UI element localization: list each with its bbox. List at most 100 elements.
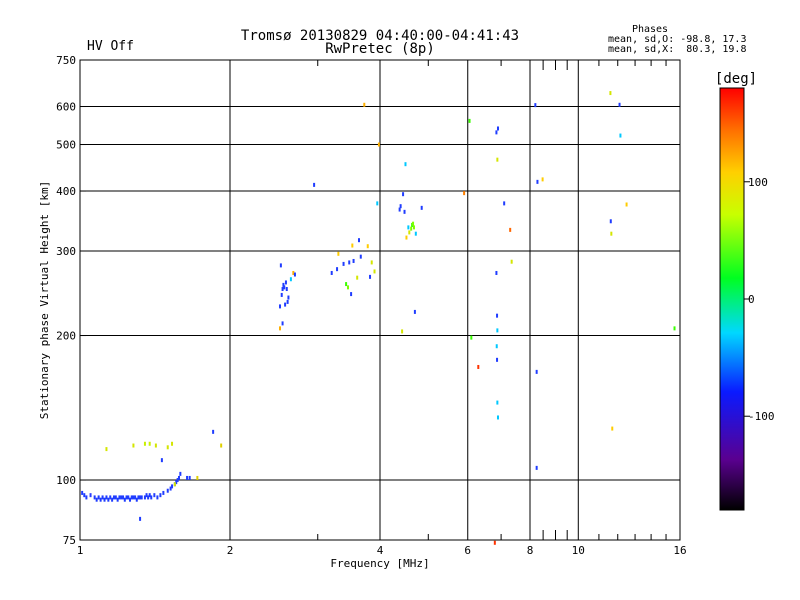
- data-point: [101, 495, 104, 500]
- data-point: [373, 269, 376, 274]
- data-point: [673, 326, 676, 331]
- data-point: [359, 254, 362, 259]
- data-point: [610, 231, 613, 236]
- data-point: [541, 177, 544, 182]
- data-point: [536, 179, 539, 184]
- data-point: [130, 495, 133, 500]
- data-point: [625, 202, 628, 207]
- data-point: [463, 191, 466, 196]
- y-tick-label: 300: [56, 245, 76, 258]
- chart-title-line2: RwPretec (8p): [325, 41, 435, 57]
- data-point: [122, 495, 125, 500]
- data-point: [171, 484, 174, 489]
- data-point: [420, 205, 423, 210]
- data-point: [410, 226, 413, 231]
- data-point: [609, 219, 612, 224]
- data-point: [116, 497, 119, 502]
- data-point: [398, 207, 401, 212]
- data-point: [284, 280, 287, 285]
- x-tick-labels: 1 2 4 6 8 10 16: [77, 544, 687, 557]
- data-point: [495, 270, 498, 275]
- data-point: [399, 204, 402, 209]
- phase-colorbar: [deg] 100 0 -100: [715, 71, 775, 511]
- x-tick-label: 10: [572, 544, 585, 557]
- data-point: [293, 272, 296, 277]
- data-point: [166, 445, 169, 450]
- data-point: [97, 495, 100, 500]
- data-point: [346, 285, 349, 290]
- data-point: [212, 429, 215, 434]
- data-point: [145, 493, 148, 498]
- data-point: [156, 495, 159, 500]
- data-point: [282, 282, 285, 287]
- data-point: [148, 493, 151, 498]
- data-point: [85, 495, 88, 500]
- data-point: [159, 493, 162, 498]
- colorbar-ticks: 100 0 -100: [744, 176, 775, 423]
- data-point: [468, 118, 471, 123]
- data-point: [510, 259, 513, 264]
- data-point: [125, 495, 128, 500]
- data-point: [363, 102, 366, 107]
- data-point: [369, 274, 372, 279]
- data-point: [169, 486, 172, 491]
- data-point: [186, 475, 189, 480]
- data-point: [618, 102, 621, 107]
- data-point: [493, 540, 496, 545]
- data-point: [279, 326, 282, 331]
- data-point: [496, 400, 499, 405]
- data-point: [105, 447, 108, 452]
- data-point: [139, 495, 142, 500]
- data-point: [286, 299, 289, 304]
- data-point: [405, 235, 408, 240]
- data-point: [129, 497, 132, 502]
- data-point: [356, 275, 359, 280]
- data-point: [366, 244, 369, 249]
- data-point: [162, 490, 165, 495]
- data-point: [89, 493, 92, 498]
- data-point: [175, 480, 178, 485]
- phase-stats-x: mean, sd,X: 80.3, 19.8: [608, 44, 746, 55]
- data-point: [114, 495, 117, 500]
- data-point: [350, 292, 353, 297]
- data-point: [173, 482, 176, 487]
- data-point: [143, 441, 146, 446]
- y-axis-label: Stationary phase Virtual Height [km]: [38, 181, 51, 419]
- data-point: [280, 292, 283, 297]
- data-point: [377, 142, 380, 147]
- data-point: [376, 201, 379, 206]
- data-point: [496, 415, 499, 420]
- data-point: [118, 495, 121, 500]
- data-point: [336, 267, 339, 272]
- data-point: [279, 304, 282, 309]
- data-point: [132, 495, 135, 500]
- data-point: [120, 495, 123, 500]
- colorbar-label: [deg]: [715, 71, 757, 87]
- data-points: [81, 91, 676, 545]
- data-point: [345, 282, 348, 287]
- data-point: [279, 263, 282, 268]
- y-tick-label: 200: [56, 330, 76, 343]
- data-point: [496, 157, 499, 162]
- x-tick-label: 2: [227, 544, 234, 557]
- data-point: [407, 225, 410, 230]
- data-point: [534, 103, 537, 108]
- grid-lines: [80, 60, 680, 540]
- phase-stats-o: mean, sd,O: -98.8, 17.3: [608, 34, 746, 45]
- data-point: [609, 91, 612, 96]
- data-point: [284, 302, 287, 307]
- x-tick-label: 6: [464, 544, 471, 557]
- data-point: [148, 441, 151, 446]
- y-tick-label: 750: [56, 54, 76, 67]
- data-point: [150, 495, 153, 500]
- data-point: [196, 475, 199, 480]
- data-point: [503, 201, 506, 206]
- data-point: [402, 192, 405, 197]
- data-point: [477, 364, 480, 369]
- data-point: [401, 329, 404, 334]
- data-point: [111, 497, 114, 502]
- x-tick-label: 4: [377, 544, 384, 557]
- data-point: [177, 475, 180, 480]
- data-point: [140, 495, 143, 500]
